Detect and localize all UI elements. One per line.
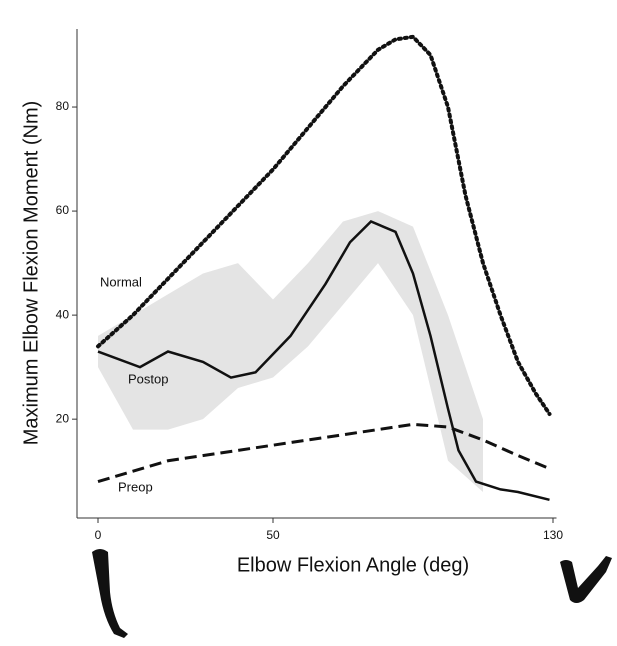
series-label: Normal [100, 274, 142, 289]
y-tick-label: 80 [56, 99, 70, 113]
x-tick-label: 130 [543, 528, 563, 542]
arm-flexed-icon [560, 556, 612, 603]
series-label: Postop [128, 371, 168, 386]
series-label: Preop [118, 479, 153, 494]
arm-straight-icon [92, 549, 128, 638]
x-tick-label: 50 [266, 528, 280, 542]
y-axis-label: Maximum Elbow Flexion Moment (Nm) [20, 101, 42, 446]
series-line [97, 422, 551, 484]
variability-band [98, 211, 483, 492]
y-tick-label: 20 [56, 411, 70, 425]
y-tick-label: 40 [56, 307, 70, 321]
series-line [97, 220, 550, 502]
y-tick-label: 60 [56, 203, 70, 217]
series-line [96, 34, 552, 416]
x-tick-label: 0 [95, 528, 102, 542]
x-axis-label: Elbow Flexion Angle (deg) [237, 554, 469, 576]
